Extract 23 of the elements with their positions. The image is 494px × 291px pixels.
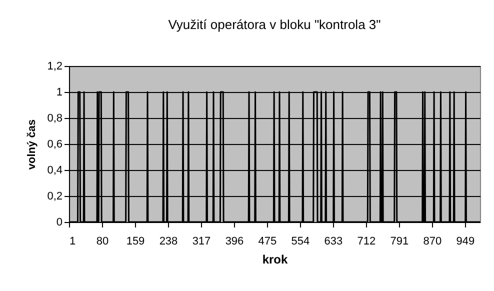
x-tick-label: 633 — [324, 236, 343, 248]
y-tick-label: 0,8 — [47, 112, 62, 124]
y-tick-label: 0,6 — [47, 138, 62, 150]
x-tick-label: 159 — [126, 236, 145, 248]
x-tick-label: 317 — [192, 236, 211, 248]
x-tick-label: 949 — [456, 236, 475, 248]
x-axis-title: krok — [262, 252, 288, 266]
x-tick-label: 791 — [390, 236, 409, 248]
x-tick-label: 396 — [225, 236, 244, 248]
x-tick-label: 80 — [96, 236, 109, 248]
chart-title: Využití operátora v bloku "kontrola 3" — [168, 17, 382, 32]
x-tick-label: 870 — [423, 236, 442, 248]
y-tick-label: 0 — [56, 216, 62, 228]
y-tick-label: 0,4 — [47, 164, 62, 176]
x-tick-label: 1 — [70, 236, 76, 248]
x-tick-label: 554 — [291, 236, 310, 248]
y-axis-title: volný čas — [26, 119, 38, 170]
y-tick-label: 1 — [56, 86, 62, 98]
x-tick-label: 475 — [258, 236, 277, 248]
x-tick-label: 238 — [159, 236, 178, 248]
y-tick-label: 1,2 — [47, 60, 62, 72]
y-tick-label: 0,2 — [47, 190, 62, 202]
x-tick-label: 712 — [357, 236, 376, 248]
